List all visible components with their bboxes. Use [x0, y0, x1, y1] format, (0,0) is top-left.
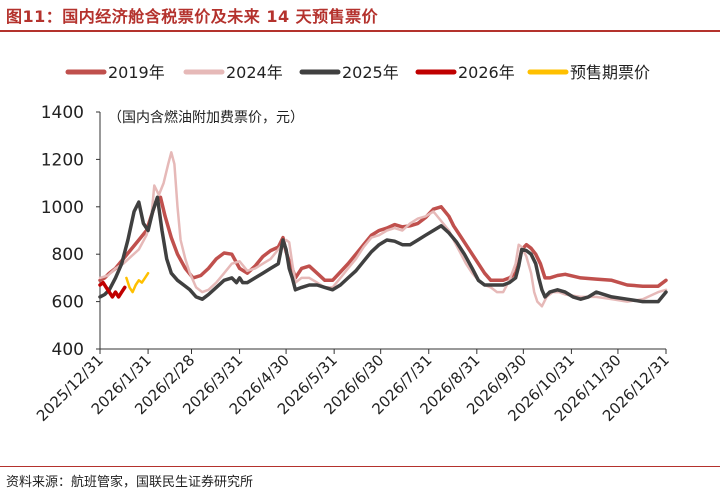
series-line [98, 195, 668, 288]
legend-label: 2019年 [108, 63, 165, 82]
series-line [125, 271, 150, 294]
series-line [98, 280, 127, 299]
y-tick-label: 1200 [41, 150, 84, 170]
chart-series [98, 151, 668, 308]
chart-legend: 2019年 2024年 2025年 2026年 预售期票价 [65, 63, 650, 82]
legend-label: 2026年 [458, 63, 515, 82]
y-tick-label: 400 [52, 340, 84, 360]
legend-label: 2024年 [226, 63, 283, 82]
y-tick-label: 800 [52, 245, 84, 265]
figure-title: 图11：国内经济舱含税票价及未来 14 天预售票价 [6, 7, 379, 26]
y-tick-label: 1000 [41, 198, 84, 218]
source-note: 资料来源：航班管家，国联民生证券研究所 [6, 475, 254, 490]
y-tick-label: 600 [52, 293, 84, 313]
legend-label: 预售期票价 [570, 63, 650, 82]
footer-divider [0, 466, 720, 467]
series-line [98, 151, 668, 308]
x-axis: 2025/12/312026/1/312026/2/282026/3/31202… [33, 348, 673, 425]
series-line [98, 195, 668, 304]
y-axis: 400 600 800 1000 1200 1400 [41, 103, 101, 360]
title-divider [0, 30, 720, 32]
y-tick-label: 1400 [41, 103, 84, 123]
legend-label: 2025年 [342, 63, 399, 82]
chart-unit-annotation: （国内含燃油附加费票价，元） [108, 109, 304, 126]
fare-line-chart: 2019年 2024年 2025年 2026年 预售期票价 400 600 800 1000 1… [33, 63, 673, 425]
